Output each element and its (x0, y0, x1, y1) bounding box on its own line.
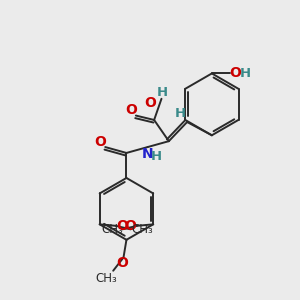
Text: CH₃: CH₃ (101, 224, 123, 236)
Text: O: O (124, 219, 136, 233)
Text: O: O (116, 256, 128, 270)
Text: H: H (175, 107, 186, 120)
Text: H: H (151, 150, 162, 163)
Text: O: O (116, 219, 128, 233)
Text: O: O (145, 96, 157, 110)
Text: N: N (142, 146, 154, 161)
Text: O: O (125, 103, 137, 117)
Text: CH₃: CH₃ (95, 272, 117, 286)
Text: H: H (157, 86, 168, 99)
Text: CH₃: CH₃ (131, 224, 153, 236)
Text: O: O (230, 66, 241, 80)
Text: H: H (240, 67, 251, 80)
Text: O: O (94, 135, 106, 149)
